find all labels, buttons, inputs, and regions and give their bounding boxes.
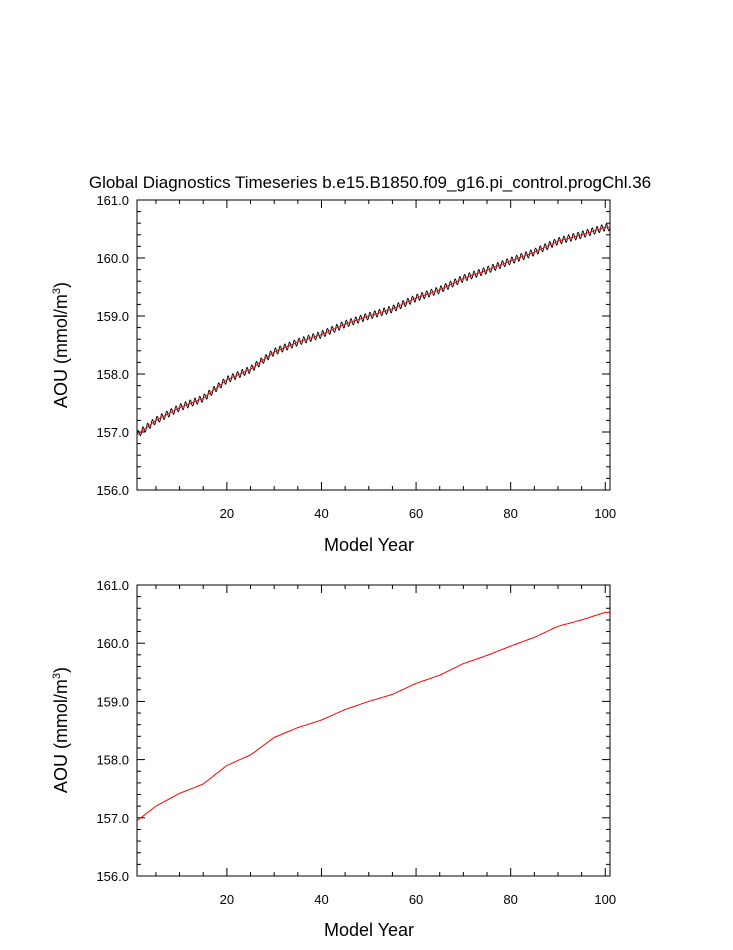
y-tick-label: 160.0	[96, 636, 129, 651]
y-tick-label: 157.0	[96, 811, 129, 826]
monthly-series-line	[136, 223, 611, 437]
y-tick-label: 156.0	[96, 483, 129, 498]
series-lines	[136, 611, 610, 822]
plot-frame	[136, 199, 611, 491]
x-tick-label: 80	[503, 892, 517, 907]
y-tick-labels: 156.0 157.0 158.0 159.0 160.0 161.0	[96, 193, 129, 498]
y-tick-labels: 156.0 157.0 158.0 159.0 160.0 161.0	[96, 578, 129, 884]
annual-mean-line	[136, 611, 610, 822]
x-tick-label: 40	[314, 892, 328, 907]
x-tick-label: 100	[594, 892, 616, 907]
timeseries-panel-top: Global Diagnostics Timeseries b.e15.B185…	[51, 173, 651, 555]
x-axis-label: Model Year	[324, 920, 414, 940]
x-tick-label: 20	[220, 892, 234, 907]
axis-ticks	[137, 584, 610, 877]
x-tick-label: 60	[409, 892, 423, 907]
y-tick-label: 161.0	[96, 193, 129, 208]
plot-frame	[136, 584, 611, 877]
x-tick-label: 100	[594, 506, 616, 521]
chart-title: Global Diagnostics Timeseries b.e15.B185…	[89, 173, 651, 192]
y-tick-label: 157.0	[96, 425, 129, 440]
y-tick-label: 158.0	[96, 367, 129, 382]
series-lines	[136, 223, 611, 437]
y-tick-label: 160.0	[96, 251, 129, 266]
timeseries-panel-bottom: 156.0 157.0 158.0 159.0 160.0 161.0 20 40 60 80 1…	[51, 578, 616, 940]
y-tick-label: 159.0	[96, 309, 129, 324]
x-axis-label: Model Year	[324, 535, 414, 555]
axis-ticks	[137, 199, 610, 491]
y-tick-label: 158.0	[96, 753, 129, 768]
x-tick-labels: 20 40 60 80 100	[220, 506, 616, 521]
x-tick-labels: 20 40 60 80 100	[220, 892, 616, 907]
y-tick-label: 161.0	[96, 578, 129, 593]
x-tick-label: 40	[314, 506, 328, 521]
annual-mean-line	[136, 226, 610, 436]
x-tick-label: 60	[409, 506, 423, 521]
x-tick-label: 20	[220, 506, 234, 521]
x-tick-label: 80	[503, 506, 517, 521]
y-tick-label: 159.0	[96, 694, 129, 709]
y-tick-label: 156.0	[96, 869, 129, 884]
y-axis-label: AOU (mmol/m3)	[51, 667, 71, 793]
y-axis-label: AOU (mmol/m3)	[51, 282, 71, 408]
